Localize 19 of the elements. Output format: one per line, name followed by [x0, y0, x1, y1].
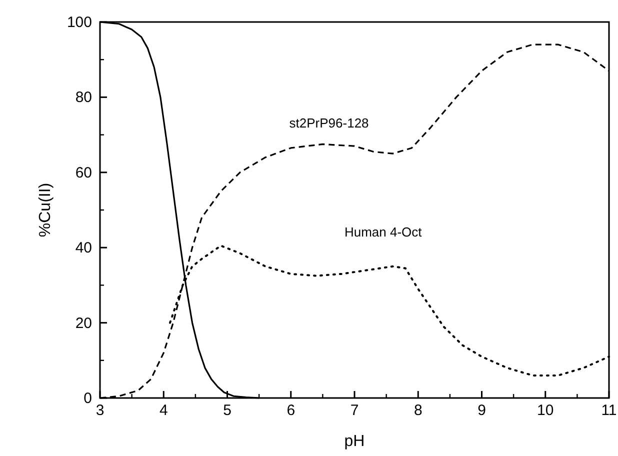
x-tick-label: 6 — [286, 402, 296, 419]
y-tick-label: 80 — [75, 89, 92, 106]
series-label: st2PrP96-128 — [289, 115, 369, 130]
y-tick-label: 100 — [66, 14, 92, 31]
x-tick-label: 8 — [414, 402, 422, 419]
x-tick-label: 9 — [478, 402, 486, 419]
x-tick-label: 4 — [159, 402, 168, 419]
x-tick-label: 5 — [223, 402, 232, 419]
x-tick-label: 10 — [537, 402, 554, 419]
y-tick-label: 40 — [75, 240, 92, 257]
y-axis-title: %Cu(II) — [37, 182, 54, 238]
text: Human 4-Oct — [344, 224, 422, 240]
y-tick-label: 20 — [75, 314, 92, 332]
x-tick-label: 3 — [96, 402, 104, 419]
y-tick-label: 60 — [75, 164, 92, 182]
x-tick-label: 7 — [350, 402, 359, 419]
x-axis-title: pH — [344, 433, 365, 450]
x-tick-label: 11 — [601, 402, 617, 419]
y-tick-label: 0 — [84, 390, 92, 407]
